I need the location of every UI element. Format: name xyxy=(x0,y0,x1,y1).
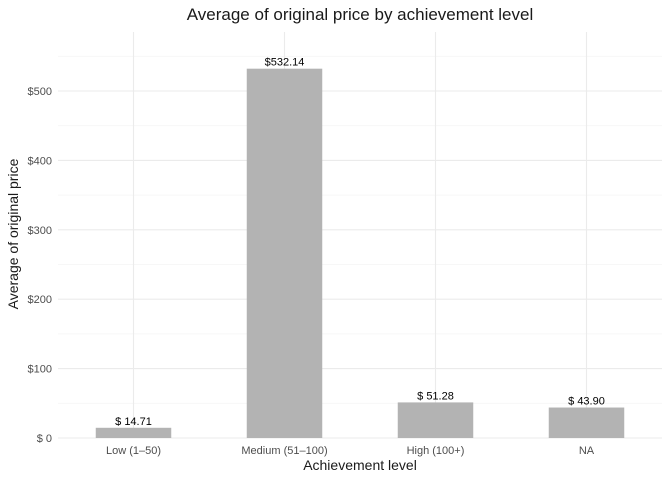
y-axis-ticks: $ 0 $100 $200 $300 $400 $500 xyxy=(28,86,52,445)
data-label: $ 51.28 xyxy=(417,390,454,402)
y-tick-label: $400 xyxy=(28,155,52,167)
data-label: $ 43.90 xyxy=(568,396,605,408)
grid-lines xyxy=(58,32,662,439)
x-tick-label: Medium (51–100) xyxy=(241,445,327,457)
bars xyxy=(95,68,625,439)
y-tick-label: $300 xyxy=(28,225,52,237)
y-tick-label: $500 xyxy=(28,86,52,98)
y-tick-label: $ 0 xyxy=(37,433,52,445)
data-labels: $ 14.71 $532.14 $ 51.28 $ 43.90 xyxy=(115,57,605,428)
bar xyxy=(548,407,625,438)
bar xyxy=(397,402,474,438)
y-axis-title: Average of original price xyxy=(5,158,21,309)
x-axis-title: Achievement level xyxy=(303,457,417,473)
y-tick-label: $200 xyxy=(28,294,52,306)
x-tick-label: NA xyxy=(579,445,595,457)
data-label: $532.14 xyxy=(265,57,305,69)
x-axis-ticks: Low (1–50) Medium (51–100) High (100+) NA xyxy=(106,445,595,457)
data-label: $ 14.71 xyxy=(115,416,152,428)
chart-title: Average of original price by achievement… xyxy=(187,5,534,24)
x-tick-label: Low (1–50) xyxy=(106,445,161,457)
y-tick-label: $100 xyxy=(28,364,52,376)
x-tick-label: High (100+) xyxy=(407,445,465,457)
bar xyxy=(246,68,323,439)
bar xyxy=(95,427,172,438)
